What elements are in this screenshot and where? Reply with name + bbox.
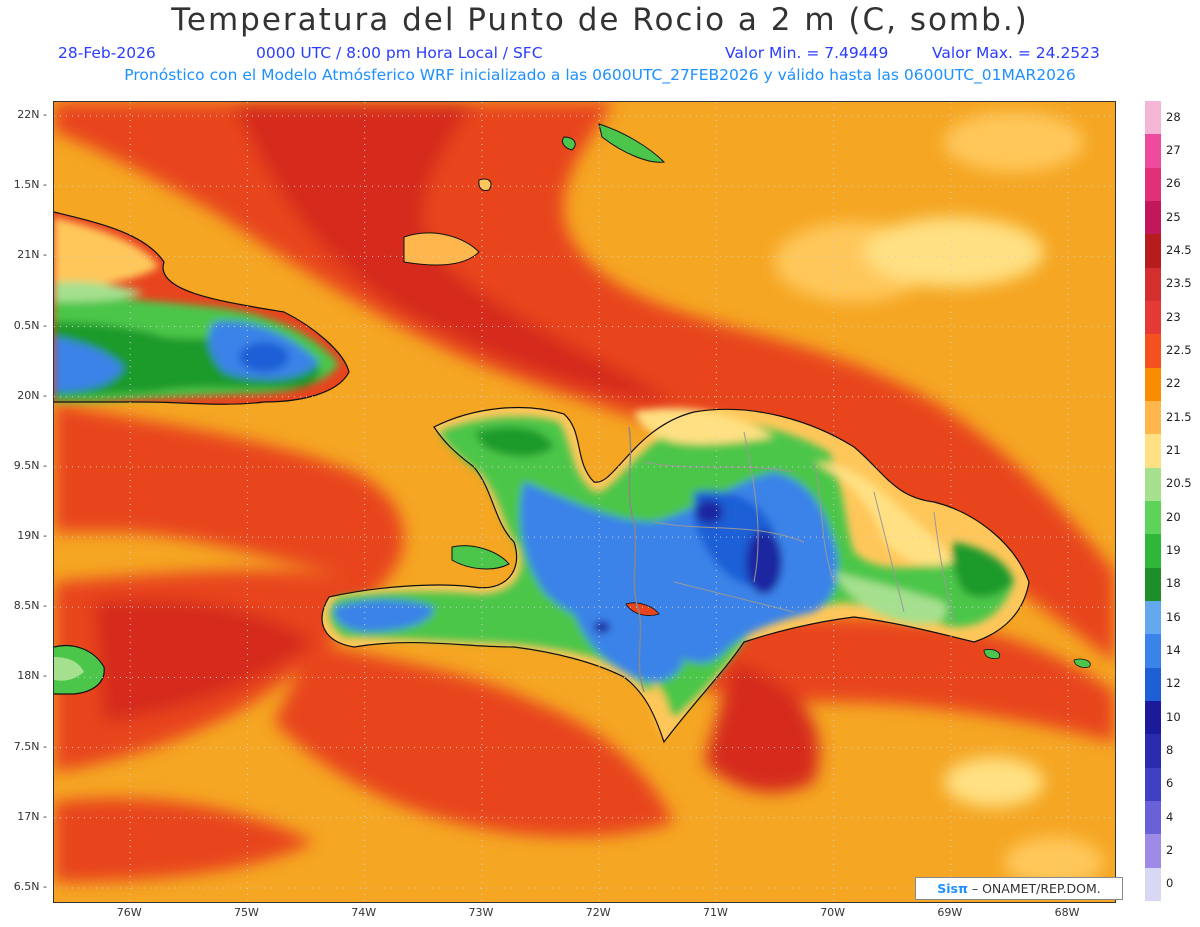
- graticule: [54, 102, 1115, 902]
- colorbar-label: 23.5: [1166, 276, 1192, 291]
- latitude-label: 20N -: [17, 388, 47, 402]
- colorbar-label: 28: [1166, 109, 1181, 124]
- latitude-label: 0.5N -: [13, 318, 47, 332]
- colorbar-label: 20.5: [1166, 476, 1192, 491]
- cuba-landmass: [54, 211, 350, 405]
- colorbar-swatch: [1145, 667, 1161, 702]
- colorbar-label: 22.5: [1166, 343, 1192, 357]
- colorbar-label: 26: [1166, 176, 1181, 191]
- min-value: Valor Min. = 7.49449: [725, 44, 889, 62]
- colorbar-swatch: [1145, 101, 1161, 135]
- latitude-label: 18N -: [17, 669, 47, 683]
- colorbar-label: 14: [1166, 643, 1181, 657]
- latitude-label: 21N -: [17, 248, 47, 262]
- colorbar-swatch: [1145, 567, 1161, 602]
- colorbar-label: 22: [1166, 376, 1181, 391]
- colorbar-swatch: [1145, 434, 1161, 469]
- longitude-label: 70W: [820, 906, 846, 919]
- colorbar-label: 23: [1166, 309, 1181, 324]
- ocean-dry-patches: [774, 112, 1104, 887]
- colorbar-label: 0: [1166, 876, 1174, 891]
- colorbar-swatch: [1145, 301, 1161, 335]
- colorbar-swatch: [1145, 701, 1161, 735]
- credit-box: Sisπ – ONAMET/REP.DOM.: [915, 877, 1123, 900]
- colorbar-swatch: [1145, 267, 1161, 302]
- colorbar-label: 2: [1166, 843, 1174, 857]
- latitude-label: 17N -: [17, 809, 47, 823]
- colorbar-swatch: [1145, 834, 1161, 869]
- latitude-label: 19N -: [17, 529, 47, 543]
- longitude-label: 68W: [1054, 906, 1080, 919]
- colorbar-swatch: [1145, 734, 1161, 769]
- ocean-moisture-bands: [54, 102, 1115, 882]
- colorbar-label: 21: [1166, 443, 1181, 457]
- colorbar-swatch: [1145, 401, 1161, 435]
- longitude-label: 73W: [468, 906, 494, 919]
- credit-text: – ONAMET/REP.DOM.: [971, 881, 1101, 896]
- longitude-label: 71W: [702, 906, 728, 919]
- puerto-rico-edge: [1073, 658, 1091, 668]
- longitude-label: 69W: [937, 906, 963, 919]
- model-info: Pronóstico con el Modelo Atmósferico WRF…: [124, 66, 1076, 84]
- colorbar-label: 24.5: [1166, 243, 1192, 257]
- colorbar-swatch: [1145, 167, 1161, 202]
- longitude-label: 72W: [585, 906, 611, 919]
- colorbar-swatch: [1145, 634, 1161, 669]
- colorbar-swatch: [1145, 134, 1161, 169]
- latitude-label: 8.5N -: [13, 599, 47, 613]
- colorbar-swatch: [1145, 534, 1161, 569]
- colorbar-swatch: [1145, 867, 1161, 902]
- colorbar-swatch: [1145, 334, 1161, 369]
- colorbar-label: 19: [1166, 543, 1181, 557]
- bahamas-islands: [403, 123, 666, 266]
- colorbar-label: 21.5: [1166, 409, 1192, 424]
- colorbar-swatch: [1145, 767, 1161, 802]
- colorbar-swatch: [1145, 201, 1161, 235]
- latitude-label: 22N -: [17, 108, 47, 122]
- forecast-date: 28-Feb-2026: [58, 44, 156, 62]
- sispi-logo: Sisπ: [937, 881, 968, 896]
- forecast-time: 0000 UTC / 8:00 pm Hora Local / SFC: [256, 44, 543, 62]
- longitude-label: 74W: [351, 906, 377, 919]
- colorbar-label: 18: [1166, 576, 1181, 591]
- colorbar-swatch: [1145, 801, 1161, 835]
- jamaica-landmass: [54, 645, 105, 695]
- colorbar-label: 8: [1166, 743, 1174, 757]
- colorbar-label: 16: [1166, 609, 1181, 624]
- colorbar-swatch: [1145, 501, 1161, 535]
- hispaniola-landmass: [321, 406, 1030, 744]
- map-title: Temperatura del Punto de Rocio a 2 m (C,…: [171, 2, 1029, 38]
- map-canvas: [54, 102, 1115, 902]
- colorbar-label: 25: [1166, 209, 1181, 224]
- colorbar: [1145, 101, 1161, 902]
- colorbar-label: 27: [1166, 143, 1181, 157]
- latitude-label: 9.5N -: [13, 458, 47, 472]
- latitude-label: 6.5N -: [13, 879, 47, 893]
- colorbar-label: 4: [1166, 809, 1174, 824]
- latitude-label: 7.5N -: [13, 739, 47, 753]
- colorbar-label: 6: [1166, 776, 1174, 791]
- dewpoint-map: [53, 101, 1116, 903]
- colorbar-label: 12: [1166, 676, 1181, 691]
- latitude-label: 1.5N -: [13, 178, 47, 192]
- colorbar-swatch: [1145, 467, 1161, 502]
- colorbar-swatch: [1145, 367, 1161, 402]
- max-value: Valor Max. = 24.2523: [932, 44, 1100, 62]
- colorbar-label: 20: [1166, 509, 1181, 524]
- longitude-label: 76W: [116, 906, 142, 919]
- colorbar-swatch: [1145, 601, 1161, 635]
- colorbar-label: 10: [1166, 709, 1181, 724]
- longitude-label: 75W: [234, 906, 259, 919]
- colorbar-swatch: [1145, 234, 1161, 269]
